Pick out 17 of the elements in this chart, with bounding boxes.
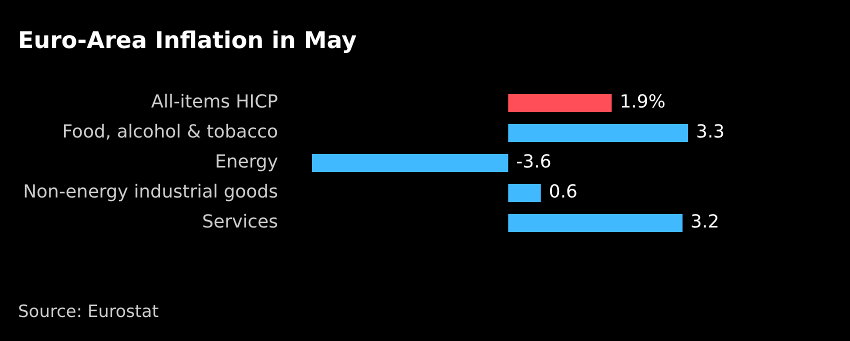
data-label: 1.9%	[620, 92, 666, 113]
bar	[312, 154, 508, 172]
data-label: 3.2	[690, 212, 720, 233]
bar	[508, 94, 612, 112]
y-tick-label: All-items HICP	[151, 92, 278, 113]
y-tick-label: Non-energy industrial goods	[23, 182, 278, 203]
y-tick-label: Energy	[214, 152, 278, 173]
bar	[508, 184, 541, 202]
y-tick-label: Services	[202, 212, 278, 233]
bar	[508, 214, 683, 232]
data-label: 3.3	[696, 122, 725, 143]
chart-title: Euro-Area Inflation in May	[18, 28, 357, 54]
data-label: -3.6	[516, 152, 552, 173]
source-note: Source: Eurostat	[18, 302, 159, 322]
y-tick-label: Food, alcohol & tobacco	[62, 122, 278, 143]
data-label: 0.6	[548, 182, 578, 203]
bar	[508, 124, 688, 142]
